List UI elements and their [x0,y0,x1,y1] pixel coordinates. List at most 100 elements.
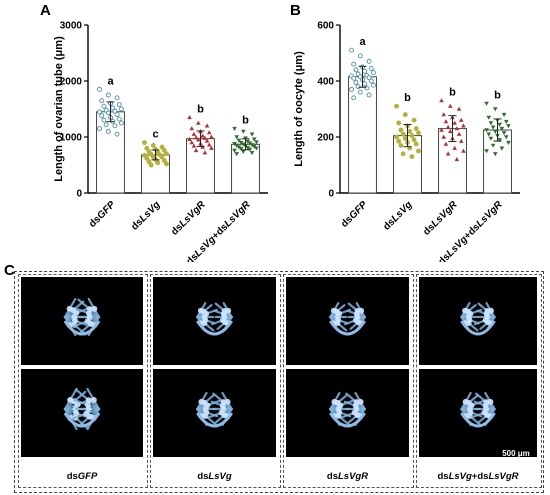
data-point [486,132,492,137]
data-point [501,112,507,117]
significance-letter: b [404,92,411,104]
data-point [458,138,464,143]
data-point [456,106,462,111]
data-point [400,151,406,157]
bar [231,143,260,194]
data-point [364,85,370,91]
data-point [202,135,208,140]
data-point [99,113,105,119]
ovary-micrograph [419,369,537,457]
data-point [189,126,195,131]
data-point [234,143,240,148]
data-point [112,108,118,114]
scale-bar-label: 500 μm [502,449,530,458]
data-point [254,140,259,145]
data-point [161,147,167,153]
data-point [415,148,421,154]
data-point [366,92,372,98]
data-point [396,138,402,144]
data-point [99,98,105,104]
data-point [497,122,502,127]
bar [96,111,125,194]
data-point [353,67,359,73]
data-point [254,146,259,151]
data-point [368,78,374,84]
data-point [101,103,107,109]
data-point [439,127,444,132]
data-point [441,134,447,139]
data-point [454,157,460,162]
data-point [144,155,150,161]
data-point [409,133,415,139]
data-point [249,132,255,137]
x-tick-label: dsLsVg [381,199,414,232]
data-point [351,75,357,81]
data-point [490,143,496,148]
data-point [484,101,489,106]
data-point [209,145,214,150]
ovary-micrograph [153,369,276,457]
data-point [114,112,120,118]
data-point [193,135,199,140]
data-point [506,140,511,145]
data-point [206,142,212,147]
data-point [448,103,453,108]
data-point [105,92,111,98]
data-point [163,161,169,167]
significance-letter: c [152,129,158,141]
data-point [349,86,355,92]
data-point [245,139,250,144]
data-point [97,86,103,92]
data-point [238,140,244,145]
data-point [232,148,237,153]
significance-letter: b [494,89,501,101]
data-point [97,109,103,115]
x-tick-label: dsGFP [87,199,118,230]
data-point [234,135,240,140]
data-point [370,82,376,88]
y-tick-label: 600 [317,21,334,32]
data-point [370,70,376,76]
data-point [159,144,165,150]
data-point [196,120,201,125]
data-point [461,148,466,153]
y-tick-label: 2000 [60,77,83,88]
data-point [396,120,402,126]
data-point [357,89,363,95]
data-point [398,127,404,133]
x-tick-label: dsLsVgR [169,199,208,238]
chart-oocyte: 0 200 400 600 Length of oocyte (μm) a dsGFP b ds… [293,21,520,262]
panel-label-c: C [4,262,15,279]
data-point [118,106,124,112]
data-point [411,137,417,143]
data-point [163,151,169,157]
y-tick-label: 1000 [60,133,83,144]
data-point [484,149,489,154]
y-tick-label: 0 [328,189,334,200]
data-point [452,145,457,150]
data-point [249,143,255,148]
data-point [142,140,148,146]
data-point [245,145,250,151]
y-axis-label: Length of oocyte (μm) [293,51,305,167]
data-point [247,147,253,152]
y-axis-label: Length of ovarian tube (μm) [53,36,65,182]
data-point [118,120,124,126]
panel-label-a: A [40,2,51,19]
chart-ovarian-tube: 0 1000 2000 3000 Length of ovarian tube (μm)… [53,21,268,262]
data-point [402,112,408,118]
data-point [443,141,449,146]
ovary-micrograph [419,277,537,365]
data-point [148,162,154,168]
data-point [103,122,109,128]
photo-grid [14,271,544,493]
data-point [241,142,246,147]
data-point [116,102,122,107]
data-point [394,134,400,140]
data-point [161,158,167,163]
y-tick-label: 0 [76,189,82,200]
data-point [191,131,197,136]
x-tick-label: dsGFP [339,199,370,230]
significance-letter: b [242,115,249,127]
data-point [454,126,460,131]
